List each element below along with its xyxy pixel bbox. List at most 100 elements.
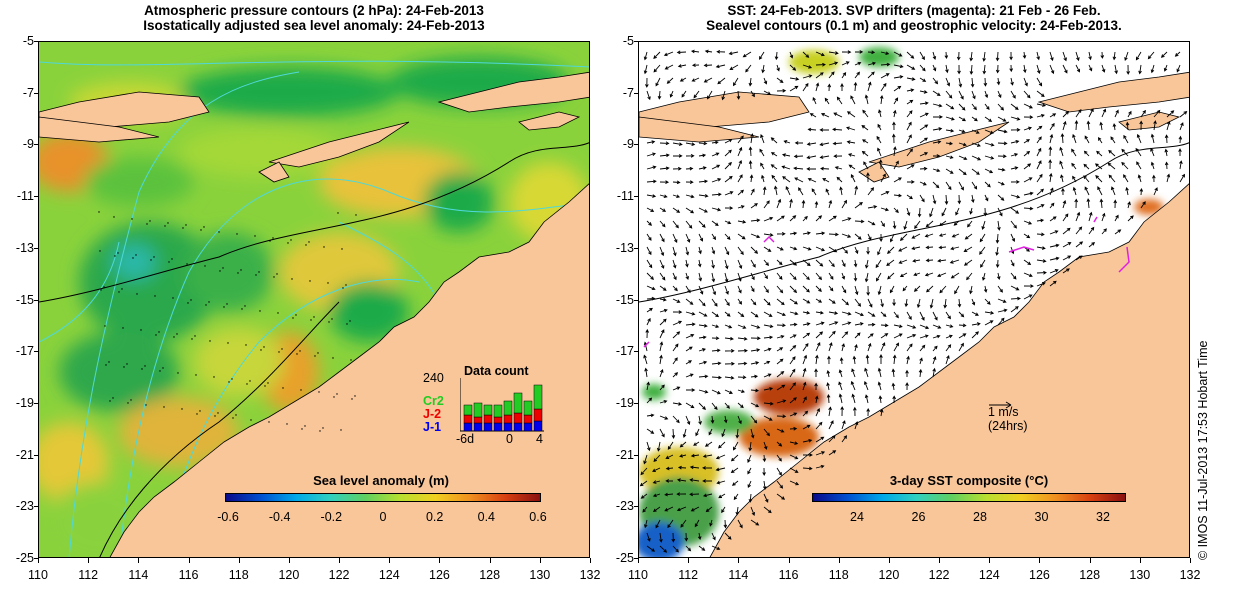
velocity-arrow bbox=[763, 285, 769, 294]
velocity-arrow bbox=[893, 177, 902, 183]
velocity-arrow bbox=[698, 335, 707, 340]
velocity-arrow bbox=[841, 72, 847, 79]
data-count-title: Data count bbox=[464, 364, 529, 378]
y-tick-label: -5 bbox=[22, 34, 34, 48]
observation-dot bbox=[214, 415, 216, 417]
velocity-arrow bbox=[851, 393, 856, 404]
velocity-arrow bbox=[659, 308, 668, 313]
velocity-arrow bbox=[672, 372, 679, 378]
velocity-arrow bbox=[906, 88, 915, 92]
velocity-arrow bbox=[763, 90, 772, 95]
velocity-arrow bbox=[659, 272, 666, 281]
velocity-arrow bbox=[1048, 146, 1053, 157]
velocity-arrow bbox=[789, 285, 798, 294]
x-tick-label: 112 bbox=[78, 568, 99, 582]
velocity-arrow bbox=[880, 173, 886, 183]
velocity-arrow bbox=[698, 298, 706, 307]
velocity-arrow bbox=[893, 324, 903, 329]
velocity-arrow bbox=[789, 311, 799, 316]
data-count-bar-segment bbox=[493, 404, 503, 418]
observation-dot bbox=[328, 321, 330, 323]
velocity-arrow bbox=[672, 343, 679, 352]
observation-dot bbox=[310, 319, 312, 321]
velocity-arrow bbox=[776, 493, 786, 500]
velocity-arrow bbox=[838, 393, 843, 404]
velocity-arrow bbox=[836, 96, 843, 105]
velocity-arrow bbox=[1059, 146, 1064, 157]
velocity-arrow bbox=[776, 88, 787, 93]
velocity-arrow bbox=[763, 216, 774, 222]
velocity-arrow bbox=[825, 188, 830, 196]
velocity-arrow bbox=[776, 428, 785, 433]
velocity-arrow bbox=[685, 334, 695, 339]
velocity-arrow bbox=[693, 441, 700, 446]
velocity-arrow bbox=[911, 246, 921, 251]
velocity-arrow bbox=[1010, 116, 1021, 121]
velocity-arrow bbox=[1136, 161, 1142, 170]
velocity-arrow bbox=[685, 246, 690, 256]
velocity-arrow bbox=[958, 342, 964, 352]
observation-dot bbox=[300, 389, 302, 391]
velocity-arrow bbox=[1121, 161, 1129, 170]
velocity-arrow bbox=[969, 207, 973, 215]
velocity-arrow bbox=[939, 220, 947, 227]
velocity-arrow bbox=[646, 381, 650, 391]
velocity-arrow bbox=[1123, 174, 1129, 183]
velocity-arrow bbox=[682, 428, 687, 439]
velocity-arrow bbox=[924, 233, 934, 238]
velocity-arrow bbox=[793, 166, 804, 171]
velocity-arrow bbox=[889, 285, 895, 294]
velocity-arrow bbox=[906, 51, 915, 59]
velocity-arrow bbox=[667, 441, 674, 450]
observation-dot bbox=[162, 367, 164, 369]
velocity-arrow bbox=[652, 493, 661, 498]
velocity-arrow bbox=[861, 125, 869, 131]
velocity-arrow bbox=[789, 368, 796, 378]
velocity-arrow bbox=[898, 246, 908, 252]
velocity-arrow bbox=[850, 173, 856, 183]
velocity-arrow bbox=[715, 64, 726, 69]
velocity-arrow bbox=[702, 493, 713, 498]
velocity-arrow bbox=[867, 50, 876, 55]
velocity-arrow bbox=[763, 246, 772, 252]
velocity-arrow bbox=[938, 233, 947, 237]
velocity-arrow bbox=[679, 441, 687, 448]
velocity-arrow bbox=[815, 451, 826, 456]
velocity-arrow bbox=[750, 361, 760, 365]
velocity-arrow bbox=[655, 77, 661, 87]
velocity-arrow bbox=[840, 406, 844, 417]
velocity-arrow bbox=[880, 311, 887, 318]
velocity-arrow bbox=[776, 198, 782, 209]
velocity-arrow bbox=[711, 233, 717, 241]
observation-dot bbox=[313, 316, 315, 318]
velocity-arrow bbox=[878, 159, 883, 170]
velocity-arrow bbox=[776, 370, 785, 378]
velocity-arrow bbox=[1023, 90, 1031, 99]
velocity-arrow bbox=[806, 142, 817, 146]
velocity-arrow bbox=[958, 103, 966, 111]
velocity-arrow bbox=[711, 402, 718, 411]
velocity-arrow bbox=[667, 519, 674, 529]
velocity-arrow bbox=[646, 140, 656, 144]
velocity-arrow bbox=[737, 272, 742, 282]
velocity-arrow bbox=[711, 272, 716, 283]
velocity-arrow bbox=[698, 141, 708, 146]
velocity-arrow bbox=[906, 110, 913, 118]
velocity-arrow bbox=[854, 298, 862, 307]
velocity-arrow bbox=[724, 233, 731, 241]
observation-dot bbox=[181, 408, 183, 410]
velocity-arrow bbox=[1072, 175, 1077, 183]
velocity-arrow bbox=[659, 532, 663, 543]
velocity-arrow bbox=[864, 394, 869, 404]
velocity-arrow bbox=[721, 506, 726, 514]
velocity-arrow bbox=[937, 258, 947, 263]
velocity-arrow bbox=[798, 187, 804, 196]
velocity-arrow bbox=[776, 64, 780, 72]
velocity-arrow bbox=[932, 51, 937, 61]
velocity-arrow bbox=[906, 343, 913, 352]
anomaly-colorbar-tick: -0.4 bbox=[268, 510, 291, 524]
velocity-arrow bbox=[665, 479, 674, 483]
velocity-arrow bbox=[1114, 214, 1119, 222]
velocity-arrow bbox=[832, 127, 843, 132]
velocity-arrow bbox=[802, 272, 810, 281]
